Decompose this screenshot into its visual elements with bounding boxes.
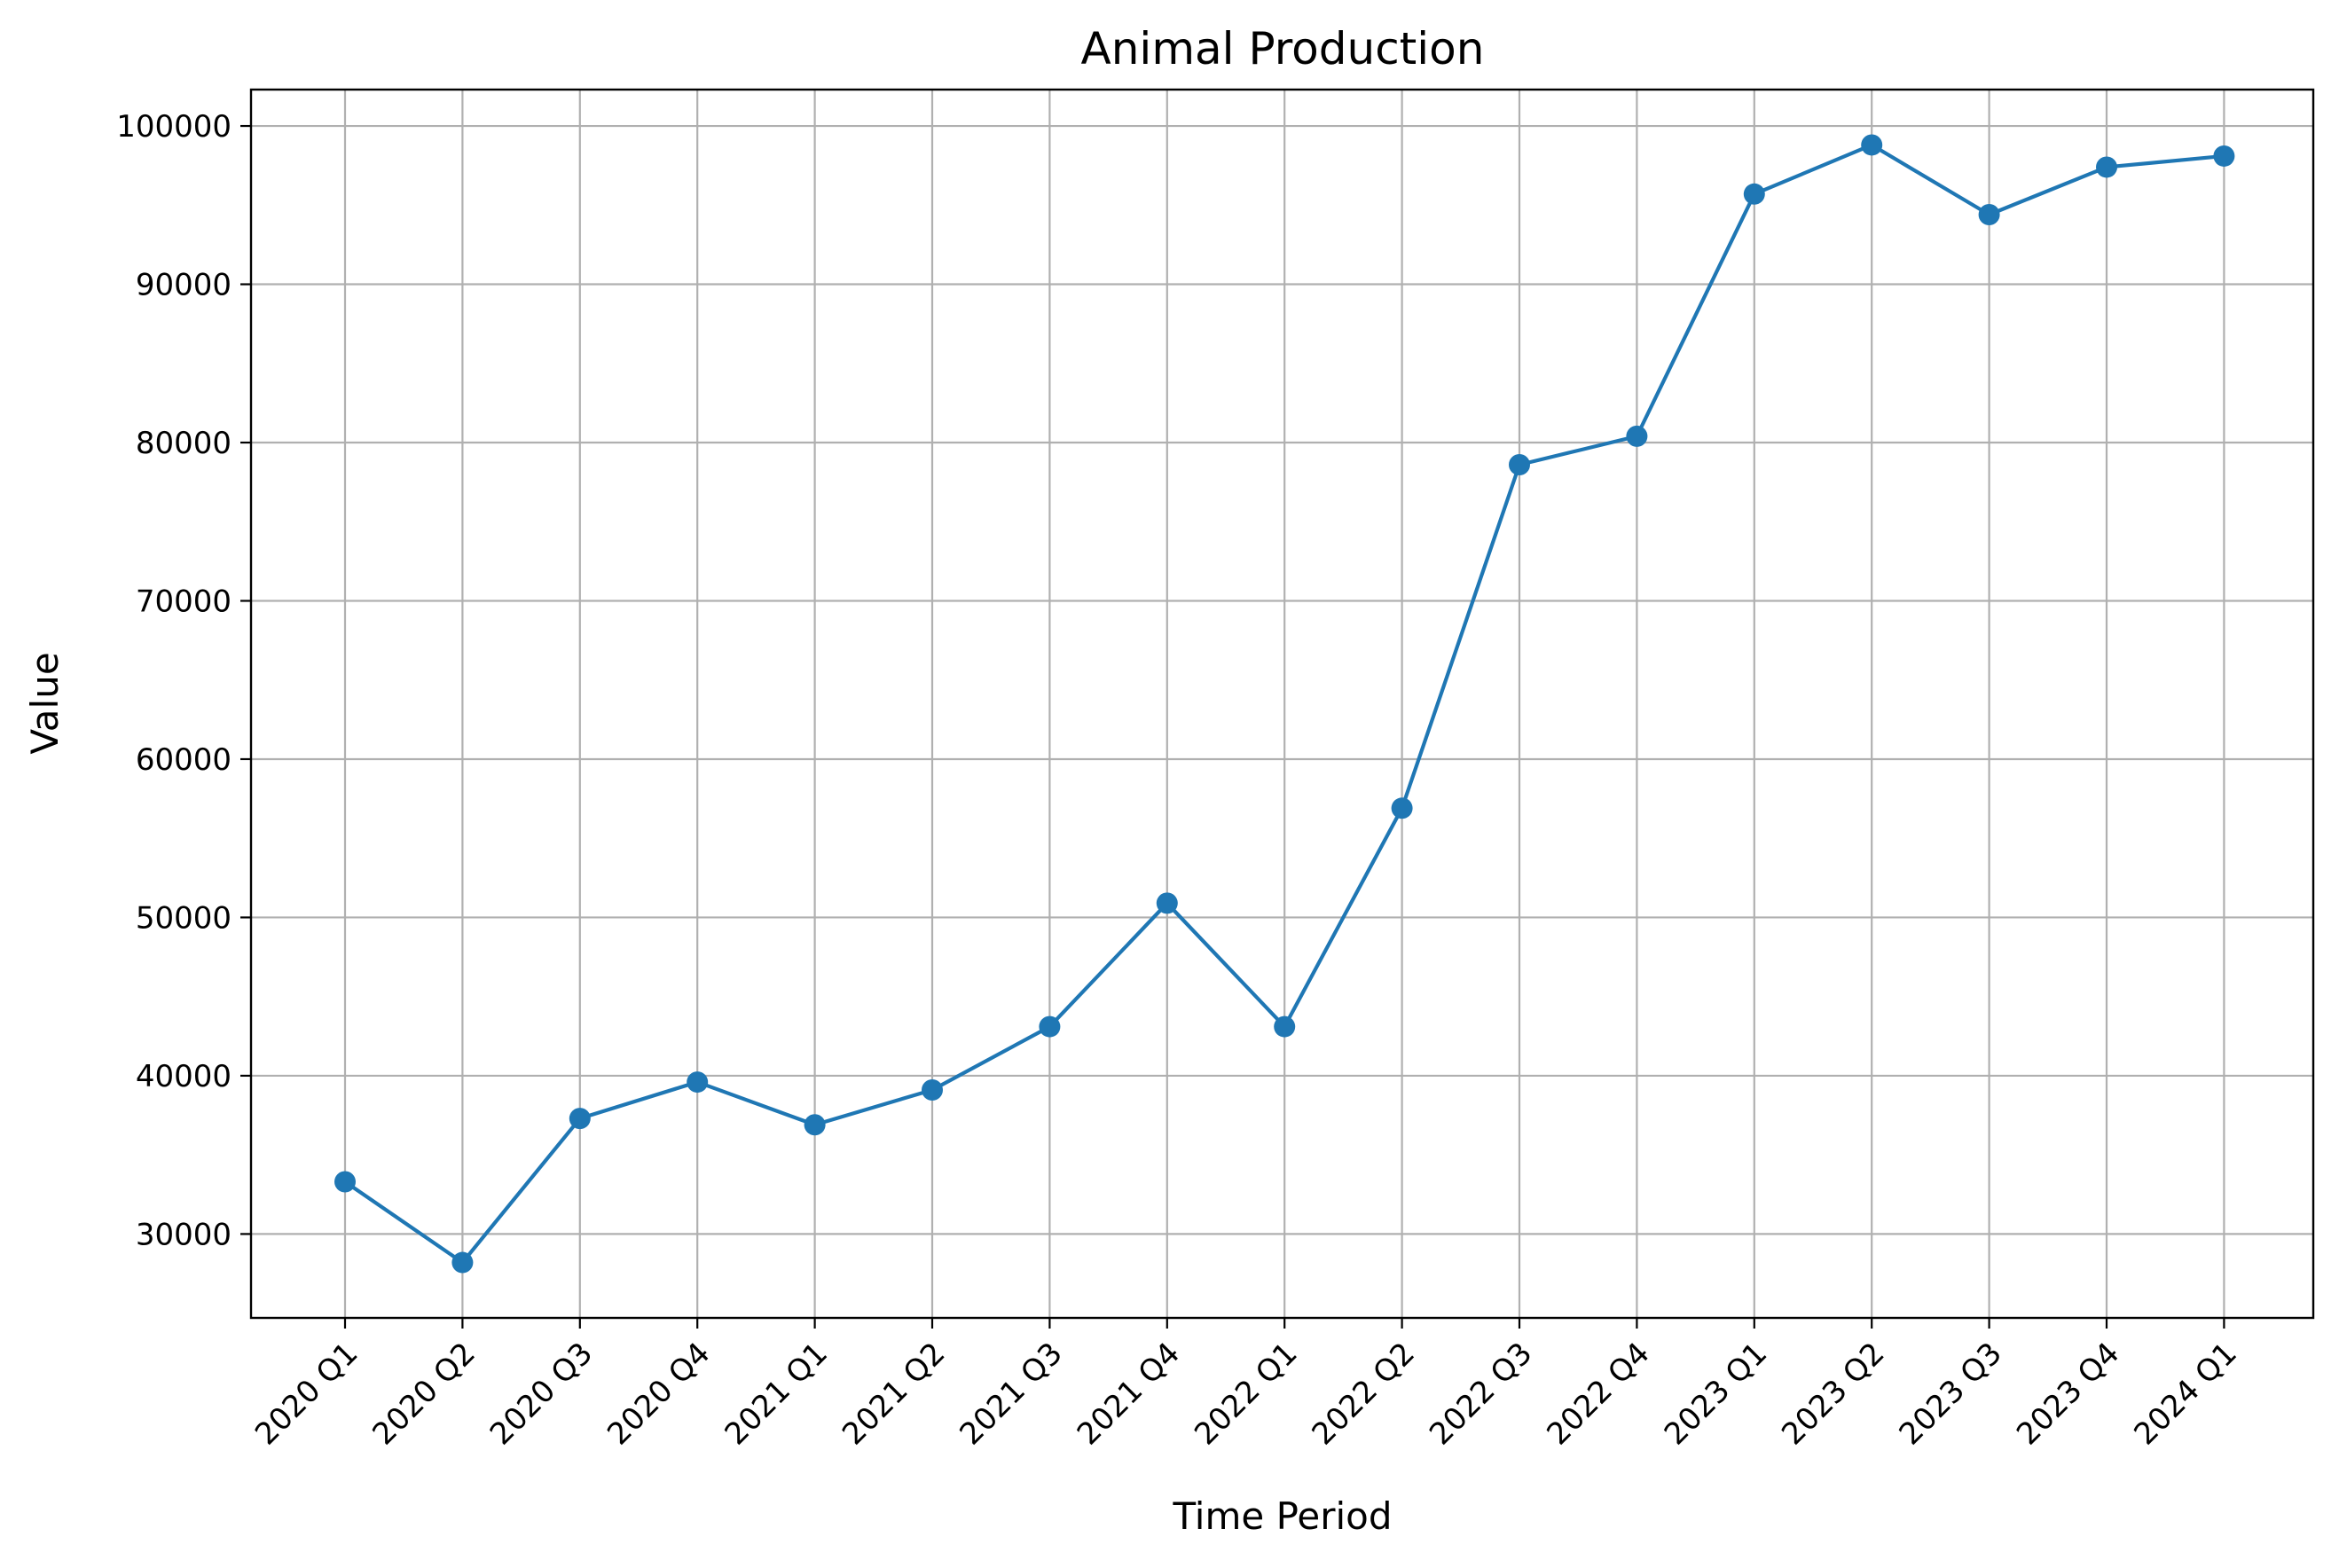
x-tick-label: 2021 Q3 xyxy=(953,1336,1069,1452)
y-tick-label: 30000 xyxy=(136,1217,232,1252)
x-tick-label: 2023 Q4 xyxy=(2010,1336,2126,1452)
grid-layer xyxy=(251,90,2313,1318)
x-tick-label: 2021 Q1 xyxy=(718,1336,835,1452)
data-point-2022-q1 xyxy=(1274,1015,1296,1038)
x-tick-label: 2022 Q1 xyxy=(1188,1336,1304,1452)
data-point-2023-q4 xyxy=(2096,156,2117,178)
x-tick-label: 2020 Q3 xyxy=(483,1336,600,1452)
x-tick-label: 2022 Q4 xyxy=(1540,1336,1656,1452)
data-point-2021-q4 xyxy=(1156,892,1178,914)
data-point-2022-q3 xyxy=(1509,453,1530,475)
x-tick-label: 2020 Q4 xyxy=(600,1336,717,1452)
plot-frame xyxy=(249,88,2315,1320)
y-tick-label: 40000 xyxy=(136,1059,232,1094)
data-point-2022-q4 xyxy=(1626,425,1648,447)
data-point-2020-q2 xyxy=(451,1251,474,1274)
y-tick-label: 90000 xyxy=(136,268,232,303)
y-tick-label: 100000 xyxy=(116,109,232,145)
y-tick-label: 80000 xyxy=(136,426,232,461)
y-axis-label: Value xyxy=(23,652,67,754)
data-point-2023-q2 xyxy=(1861,134,1883,156)
data-point-2023-q1 xyxy=(1743,183,1765,205)
x-tick-label: 2022 Q3 xyxy=(1423,1336,1539,1452)
data-point-2024-q1 xyxy=(2213,145,2235,167)
tick-layer: 2020 Q1 2020 Q2 2020 Q3 2020 Q4 2021 Q1 2021 … xyxy=(116,109,2244,1452)
data-point-2021-q1 xyxy=(804,1114,826,1136)
y-tick-label: 70000 xyxy=(136,584,232,619)
x-tick-label: 2020 Q2 xyxy=(365,1336,482,1452)
x-tick-label: 2021 Q4 xyxy=(1071,1336,1187,1452)
data-point-2020-q1 xyxy=(334,1171,356,1193)
x-tick-label: 2023 Q2 xyxy=(1775,1336,1891,1452)
data-point-2021-q3 xyxy=(1039,1015,1061,1038)
data-point-2020-q3 xyxy=(569,1108,591,1130)
x-axis-label: Time Period xyxy=(1172,1494,1392,1538)
chart-title: Animal Production xyxy=(1081,23,1485,74)
x-tick-label: 2021 Q2 xyxy=(836,1336,952,1452)
x-tick-label: 2020 Q1 xyxy=(248,1336,365,1452)
x-tick-label: 2022 Q2 xyxy=(1306,1336,1422,1452)
y-tick-label: 60000 xyxy=(136,742,232,778)
data-point-2023-q3 xyxy=(1978,203,2000,225)
data-point-2020-q4 xyxy=(687,1071,709,1094)
series-layer xyxy=(334,134,2235,1274)
x-tick-label: 2024 Q1 xyxy=(2127,1336,2243,1452)
data-point-2022-q2 xyxy=(1391,797,1413,819)
y-tick-label: 50000 xyxy=(136,900,232,936)
data-point-2021-q2 xyxy=(922,1078,943,1101)
x-tick-label: 2023 Q3 xyxy=(1893,1336,2009,1452)
x-tick-label: 2023 Q1 xyxy=(1658,1336,1774,1452)
